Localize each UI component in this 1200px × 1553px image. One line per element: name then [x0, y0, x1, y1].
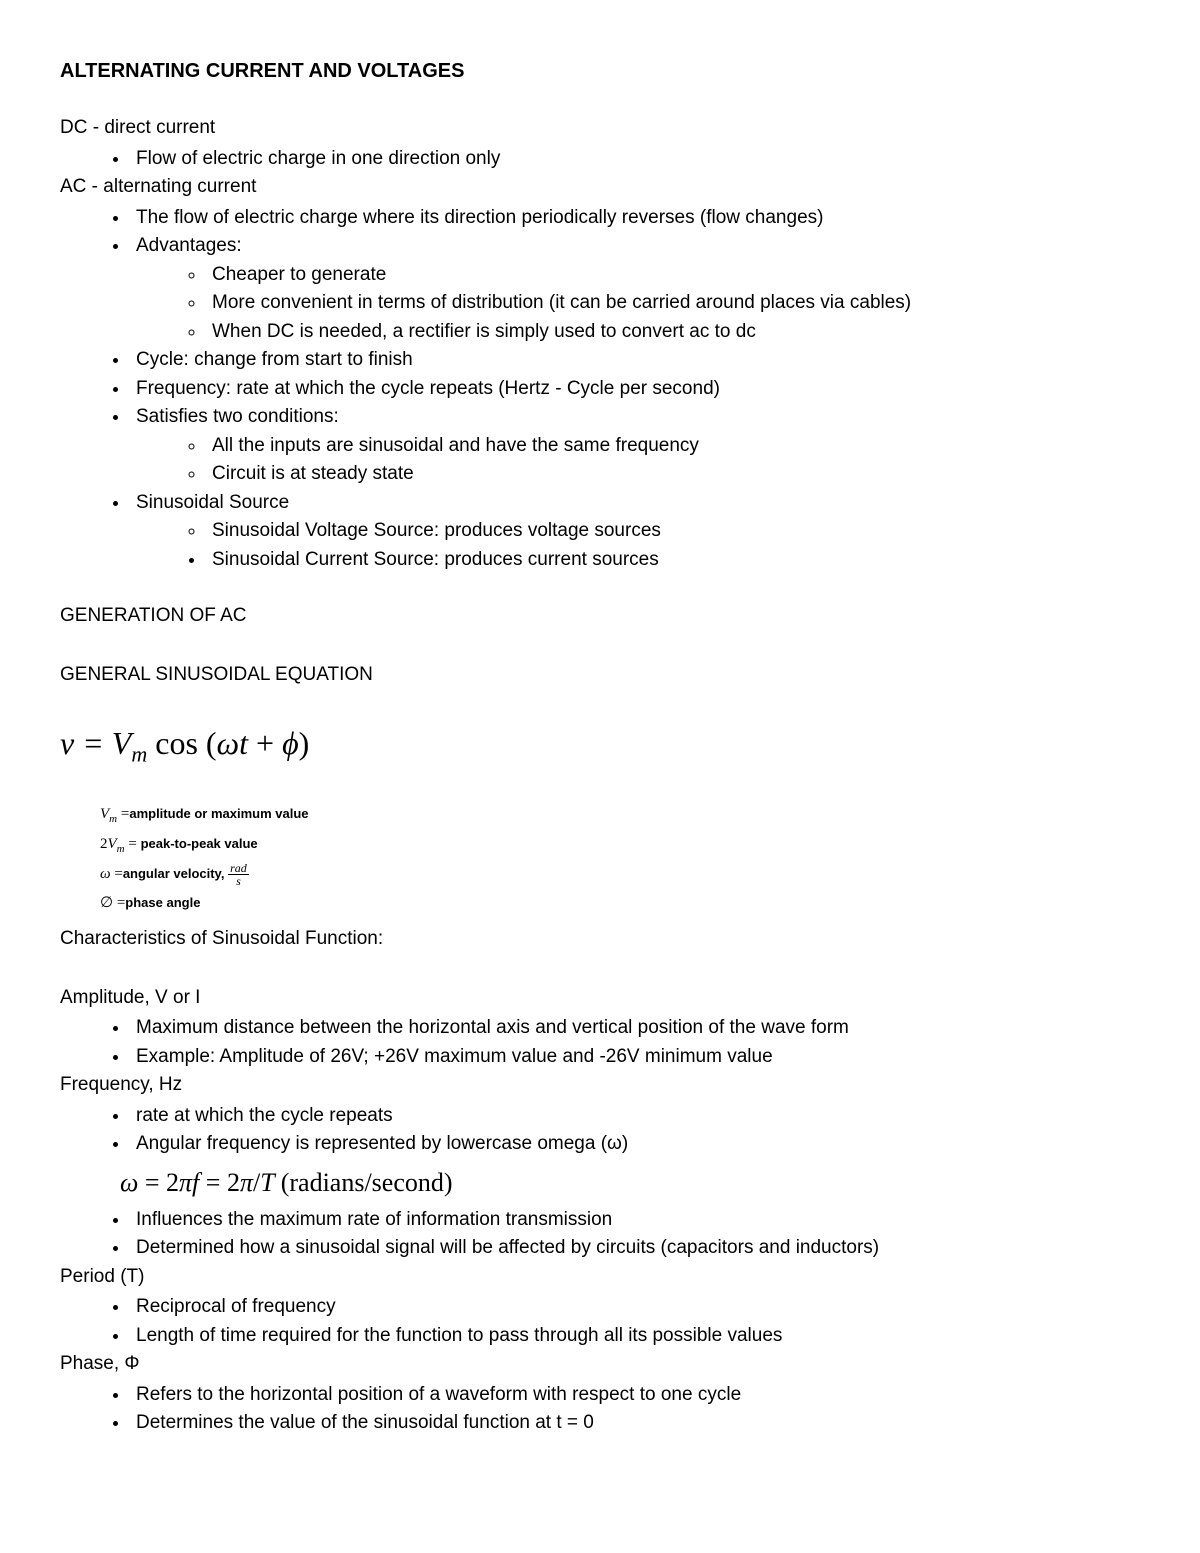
phase-b1: Refers to the horizontal position of a w… — [130, 1381, 1140, 1410]
amp-b2: Example: Amplitude of 26V; +26V maximum … — [130, 1043, 1140, 1072]
ac-cond-2: Circuit is at steady state — [206, 460, 1140, 489]
period-label: Period (T) — [60, 1263, 1140, 1292]
def-omega-sym: ω — [100, 866, 111, 882]
def-2vm-eq: = — [125, 836, 141, 852]
def-vm-V: V — [100, 806, 109, 822]
dc-bullet: Flow of electric charge in one direction… — [130, 145, 1140, 174]
def-phi-desc: phase angle — [125, 895, 200, 910]
amp-b1: Maximum distance between the horizontal … — [130, 1014, 1140, 1043]
period-b1: Reciprocal of frequency — [130, 1293, 1140, 1322]
ac-adv-3: When DC is needed, a rectifier is simply… — [206, 318, 1140, 347]
ac-sin-text: Sinusoidal Source — [136, 492, 289, 513]
eq-cos: cos ( — [147, 725, 216, 761]
ac-sin-voltage: Sinusoidal Voltage Source: produces volt… — [206, 517, 1140, 546]
ac-advantages-label: Advantages: Cheaper to generate More con… — [130, 232, 1140, 346]
ac-cond-1: All the inputs are sinusoidal and have t… — [206, 432, 1140, 461]
ac-label: AC - alternating current — [60, 173, 1140, 202]
def-vm-eq: = — [117, 806, 129, 822]
def-vm-desc: amplitude or maximum value — [129, 806, 308, 821]
frequency-label: Frequency, Hz — [60, 1071, 1140, 1100]
def-omega-eq: = — [111, 866, 123, 882]
eq-v: v — [60, 725, 74, 761]
eq-plus: + — [248, 725, 282, 761]
def-vm-m: m — [109, 813, 117, 825]
ac-frequency: Frequency: rate at which the cycle repea… — [130, 375, 1140, 404]
ac-sinusoidal-label: Sinusoidal Source Sinusoidal Voltage Sou… — [130, 489, 1140, 575]
period-b2: Length of time required for the function… — [130, 1322, 1140, 1351]
freq-b3: Influences the maximum rate of informati… — [130, 1206, 1140, 1235]
ac-conditions-label: Satisfies two conditions: All the inputs… — [130, 403, 1140, 489]
characteristics-heading: Characteristics of Sinusoidal Function: — [60, 925, 1140, 954]
freq-b2: Angular frequency is represented by lowe… — [130, 1130, 1140, 1159]
def-omega-den: s — [228, 875, 249, 887]
def-2vm-2: 2 — [100, 836, 108, 852]
main-equation: v = Vm cos (ωt + ϕ) — [60, 719, 1140, 770]
ac-adv-text: Advantages: — [136, 235, 242, 256]
phase-b2: Determines the value of the sinusoidal f… — [130, 1409, 1140, 1438]
freq-b4: Determined how a sinusoidal signal will … — [130, 1234, 1140, 1263]
def-2vm-m: m — [117, 843, 125, 855]
page-title: ALTERNATING CURRENT AND VOLTAGES — [60, 56, 1140, 86]
eq-phi: ϕ — [282, 725, 299, 761]
phase-label: Phase, Φ — [60, 1350, 1140, 1379]
eq-V: V — [112, 725, 132, 761]
ac-flow: The flow of electric charge where its di… — [130, 204, 1140, 233]
eq-equals: = — [74, 725, 112, 761]
equation-definitions: Vm =amplitude or maximum value 2Vm = pea… — [100, 800, 1140, 917]
ac-cond-text: Satisfies two conditions: — [136, 406, 339, 427]
def-vm: Vm =amplitude or maximum value — [100, 800, 1140, 830]
equation-heading: GENERAL SINUSOIDAL EQUATION — [60, 661, 1140, 690]
eq-close: ) — [299, 725, 310, 761]
def-omega-num: rad — [228, 862, 249, 875]
def-omega-desc: angular velocity, — [123, 866, 228, 881]
def-2vm: 2Vm = peak-to-peak value — [100, 830, 1140, 860]
ac-sin-current: Sinusoidal Current Source: produces curr… — [206, 546, 1140, 575]
amplitude-label: Amplitude, V or I — [60, 984, 1140, 1013]
freq-b1: rate at which the cycle repeats — [130, 1102, 1140, 1131]
dc-label: DC - direct current — [60, 114, 1140, 143]
def-phi-eq: = — [113, 895, 125, 911]
ac-adv-1: Cheaper to generate — [206, 261, 1140, 290]
def-phi: ∅ =phase angle — [100, 889, 1140, 918]
generation-heading: GENERATION OF AC — [60, 602, 1140, 631]
eq-m: m — [131, 741, 147, 766]
frequency-equation: ω = 2πf = 2π/T (radians/second) — [120, 1163, 1140, 1202]
def-phi-sym: ∅ — [100, 895, 113, 911]
ac-adv-2: More convenient in terms of distribution… — [206, 289, 1140, 318]
eq-omega-t: ωt — [217, 725, 248, 761]
def-omega: ω =angular velocity, rads — [100, 860, 1140, 889]
def-2vm-desc: peak-to-peak value — [141, 836, 258, 851]
ac-cycle: Cycle: change from start to finish — [130, 346, 1140, 375]
def-2vm-V: V — [108, 836, 117, 852]
